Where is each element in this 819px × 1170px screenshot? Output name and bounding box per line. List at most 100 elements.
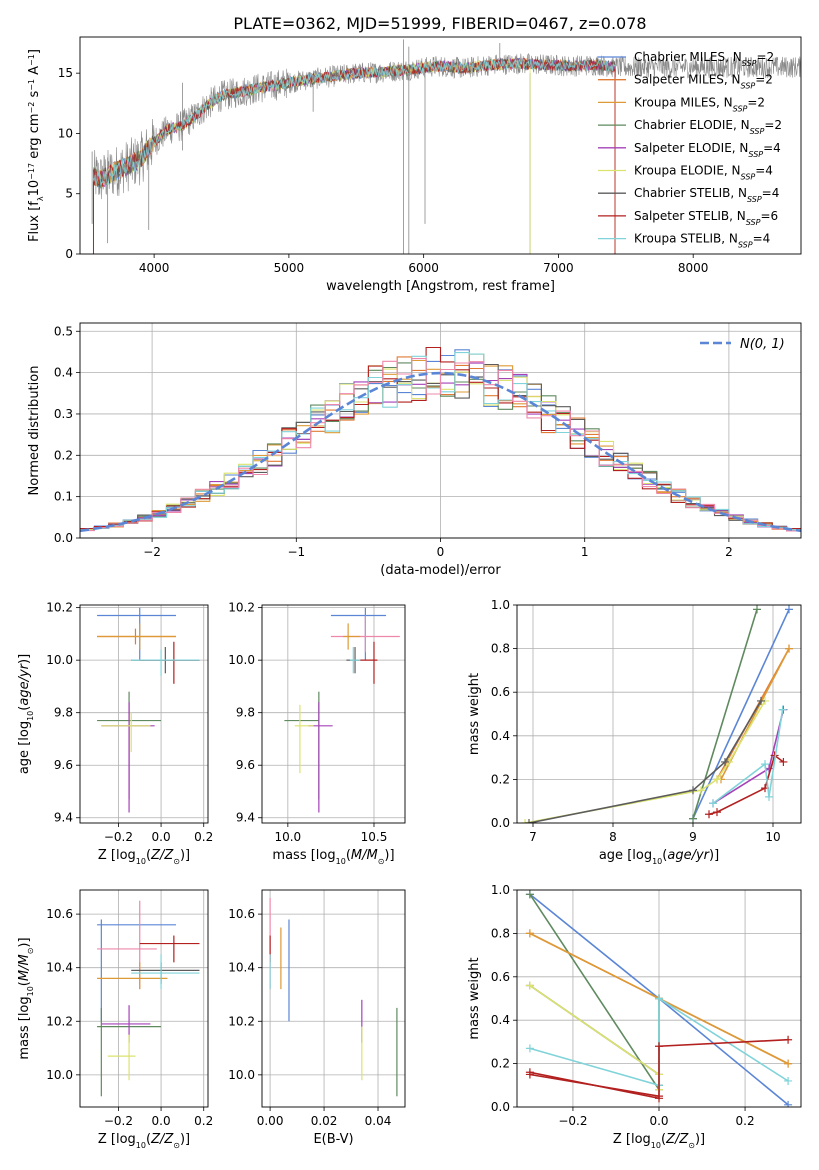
x-axis-label: Z [log10(Z/Z⊙)] [613,1132,705,1150]
y-tick-label: 10.0 [228,1068,255,1082]
x-tick-label: 0.2 [194,830,213,844]
data-point [97,962,168,990]
grid-age-vs-mass [262,605,405,823]
x-tick-label: 4000 [139,261,170,275]
legend-label: N(0, 1) [740,337,785,352]
data-point [97,919,176,1022]
weight-line [529,984,660,1090]
y-tick-label: 0.4 [491,729,510,743]
y-axis-label: mass weight [467,673,482,755]
legend-residuals: N(0, 1) [700,337,785,352]
y-axis-label: age [log10(age/yr)] [17,654,35,774]
panel-mass-vs-EBV: 0.00 0.02 0.04 10.0 10.2 10.4 10.6 E(B-V) [228,889,406,1147]
x-tick-label: 8 [609,830,617,844]
x-tick-label: −1 [287,545,305,559]
data-point [131,649,200,676]
y-tick-label: 0 [65,247,73,261]
data-point [294,704,314,774]
data-point [342,623,361,650]
y-tick-label: 0.8 [491,642,510,656]
y-tick-label: 0.1 [54,490,73,504]
y-tick-label: 10.0 [46,653,73,667]
weight-marker [525,929,534,938]
data-point [97,623,176,650]
axes-frame [79,604,209,824]
x-axis-label: Z [log10(Z/Z⊙)] [98,848,190,866]
legend-label: Chabrier ELODIE, NSSP=2 [634,118,782,136]
axes-weight-vs-age: 7 8 9 10 0.0 0.2 0.4 0.6 0.8 1.0 age [log10(age/yr… [467,598,802,866]
data-point [101,712,151,753]
weight-marker [655,1042,663,1051]
legend-label: Kroupa ELODIE, NSSP=4 [634,164,773,182]
data-point [330,615,400,653]
y-tick-label: 9.4 [54,811,73,825]
panel-age-vs-Z: −0.2 0.0 0.2 9.4 9.6 9.8 10.0 10.2 Z [log10(Z/Z⊙… [17,601,213,866]
y-axis-label: mass weight [467,957,482,1039]
axes-age-vs-mass: 10.0 10.5 9.4 9.6 9.8 10.0 10.2 mass [log10(M/M… [228,601,406,866]
axes-mass-vs-EBV: 0.00 0.02 0.04 10.0 10.2 10.4 10.6 E(B-V) [228,889,406,1147]
y-tick-label: 0.5 [54,324,73,338]
model-spectrum [93,58,616,187]
y-tick-label: 10.2 [228,601,255,615]
weight-marker [784,1076,793,1085]
weight-marker [689,786,697,795]
plot-weight-vs-Z [525,890,793,1107]
plot-weight-vs-age [521,605,793,823]
data-point [131,954,200,990]
data-point [308,702,333,813]
y-axis-label: mass [log10(M/M⊙)] [17,937,35,1059]
plot-residuals [80,346,801,533]
data-point [107,1034,136,1081]
legend-label: Salpeter STELIB, NSSP=6 [634,209,778,227]
y-axis-label: Normed distribution [27,366,42,496]
legend-label: Kroupa STELIB, NSSP=4 [634,232,770,250]
gaussian-curve [80,371,801,533]
axes-spectrum: 4000 5000 6000 7000 8000 0 5 10 15 wavelength [An… [27,36,802,294]
x-tick-label: −0.2 [558,1114,587,1128]
axes-mass-vs-Z: −0.2 0.0 0.2 10.0 10.2 10.4 10.6 Z [log10(Z/Z⊙)… [17,889,213,1150]
x-axis-label: age [log10(age/yr)] [599,848,719,866]
x-tick-label: 7 [529,830,537,844]
weight-marker [521,819,529,823]
x-tick-label: 0.04 [365,1114,392,1128]
axes-residuals: −2 −1 0 1 2 0.0 0.1 0.2 0.3 0.4 0.5 (data-model)/er… [27,322,802,578]
panel-spectrum: 4000 5000 6000 7000 8000 0 5 10 15 wavelength [An… [27,36,802,294]
weight-marker [709,799,717,808]
y-tick-label: 10 [58,126,73,140]
plot-spectrum [91,39,801,254]
model-spectrum [93,58,616,254]
axes-frame [516,604,802,824]
y-tick-label: 9.6 [54,758,73,772]
weight-marker [705,810,713,819]
x-tick-label: 7000 [543,261,574,275]
y-tick-label: 0.6 [491,970,510,984]
x-tick-label: 0.2 [194,1114,213,1128]
weight-marker [655,1092,663,1101]
y-tick-label: 0.2 [491,772,510,786]
weight-marker [757,696,765,705]
weight-line [712,709,784,805]
x-axis-label: mass [log10(M/M⊙)] [272,848,394,866]
x-axis-label: wavelength [Angstrom, rest frame] [326,279,555,294]
y-tick-label: 0.4 [491,1013,510,1027]
weight-marker [689,814,697,823]
model-spectrum [93,58,616,254]
y-tick-label: 10.4 [46,961,73,975]
plot-mass-vs-EBV [269,898,398,1097]
x-tick-label: −2 [143,545,161,559]
y-tick-label: 9.8 [54,706,73,720]
y-axis-label: Flux [fλ10−17 erg cm−2 s−1 A−1] [27,49,45,242]
weight-marker [778,705,787,714]
x-tick-label: 0.0 [152,830,171,844]
weight-marker [785,605,793,614]
axes-weight-vs-Z: −0.2 0.0 0.2 0.0 0.2 0.4 0.6 0.8 1.0 Z [log10(Z/Z… [467,883,802,1150]
weight-line [529,997,789,1087]
y-tick-label: 9.8 [236,706,255,720]
x-tick-label: 8000 [678,261,709,275]
y-tick-label: 15 [58,66,73,80]
observed-spectrum [93,52,801,200]
y-tick-label: 0.6 [491,685,510,699]
y-tick-label: 0.3 [54,407,73,421]
y-tick-label: 0.0 [491,1100,510,1114]
x-tick-label: 10.5 [361,830,388,844]
